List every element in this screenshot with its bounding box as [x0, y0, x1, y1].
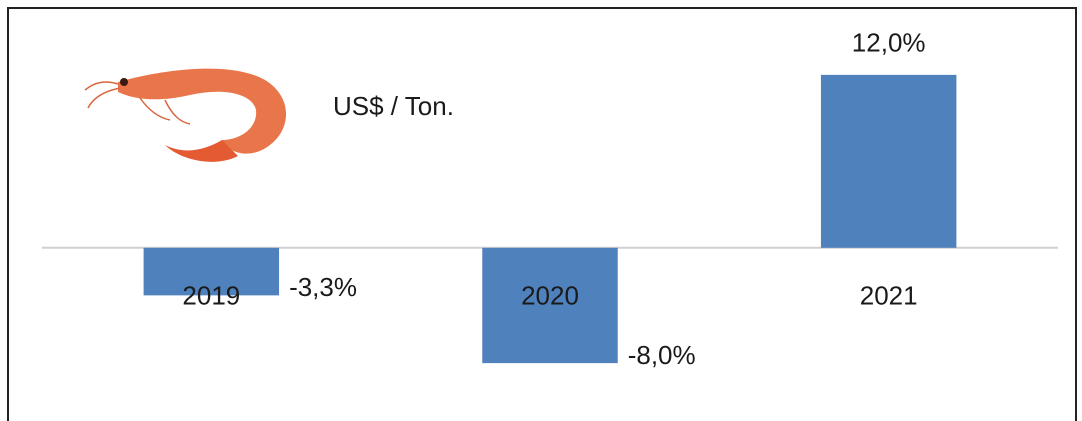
shrimp-icon — [84, 68, 287, 162]
subtitle: US$ / Ton. — [333, 91, 454, 121]
frame — [7, 7, 1077, 421]
x-tick-label: 2020 — [521, 281, 579, 311]
value-label: -8,0% — [628, 340, 696, 370]
bar — [820, 74, 957, 248]
x-tick-label: 2021 — [860, 281, 918, 311]
value-label: 12,0% — [852, 28, 926, 58]
bar — [482, 247, 618, 364]
bar — [143, 247, 280, 296]
x-tick-label: 2019 — [182, 281, 240, 311]
value-label: -3,3% — [289, 272, 357, 302]
